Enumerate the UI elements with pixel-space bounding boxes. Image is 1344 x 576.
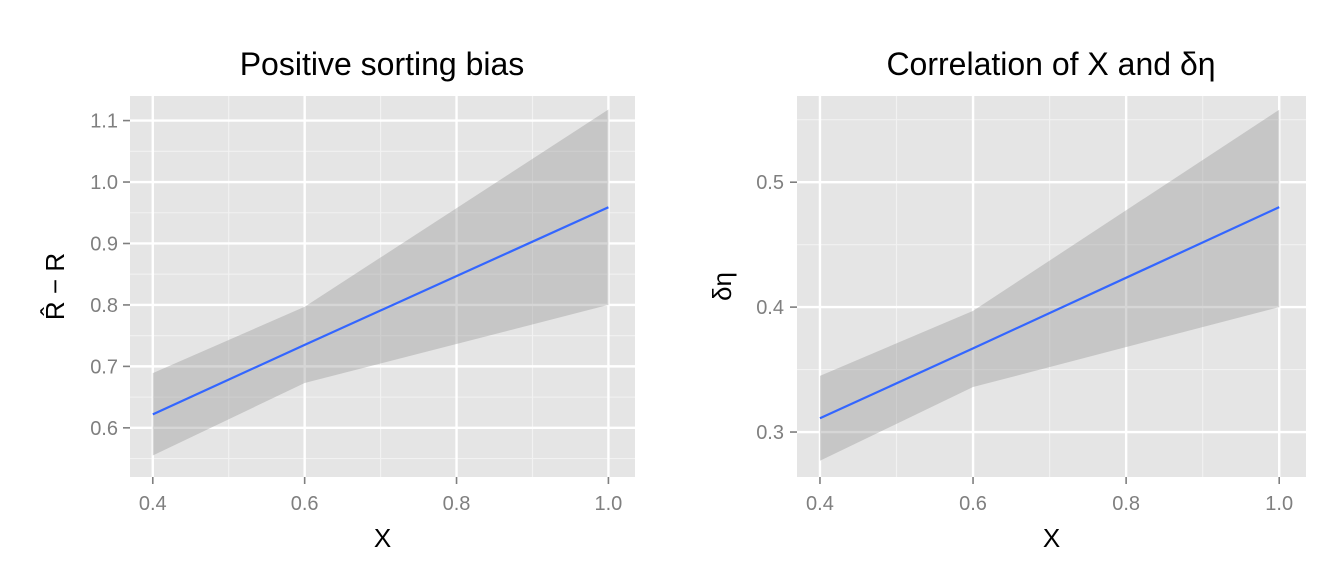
x-tick-label: 0.4 — [806, 493, 834, 515]
x-axis-title: X — [374, 523, 391, 553]
y-tick-label: 0.4 — [756, 297, 784, 319]
x-tick-label: 0.6 — [959, 493, 987, 515]
x-tick-label: 0.8 — [443, 493, 471, 515]
chart-panel-1: 0.6 0.7 0.8 0.9 1.0 1.1 0.4 0.6 0.8 1.0 Positive s… — [40, 46, 635, 553]
x-tick-label: 0.6 — [291, 493, 319, 515]
chart-title: Positive sorting bias — [240, 46, 525, 82]
y-tick-label: 0.6 — [90, 418, 118, 440]
y-tick-label: 0.5 — [756, 172, 784, 194]
chart-title: Correlation of X and δη — [886, 46, 1215, 82]
confidence-band — [152, 109, 609, 456]
x-tick-label: 0.8 — [1112, 493, 1140, 515]
y-axis-title: δη — [707, 272, 737, 301]
fitted-line — [152, 206, 609, 416]
plot-panel-background — [797, 96, 1306, 477]
y-tick-label: 0.7 — [90, 356, 118, 378]
fitted-line — [819, 206, 1280, 420]
chart-panel-2: 0.3 0.4 0.5 0.4 0.6 0.8 1.0 Correlation of X an… — [707, 46, 1306, 553]
y-axis-title: R̂ − R — [40, 253, 70, 320]
x-axis-title: X — [1043, 523, 1060, 553]
y-tick-label: 0.8 — [90, 295, 118, 317]
y-tick-label: 0.9 — [90, 233, 118, 255]
x-tick-label: 1.0 — [595, 493, 623, 515]
x-tick-label: 1.0 — [1265, 493, 1293, 515]
y-tick-label: 1.1 — [90, 111, 118, 133]
plot-panel-background — [130, 96, 635, 477]
x-tick-label: 0.4 — [139, 493, 167, 515]
confidence-band — [819, 109, 1280, 461]
y-tick-label: 0.3 — [756, 422, 784, 444]
y-tick-label: 1.0 — [90, 172, 118, 194]
